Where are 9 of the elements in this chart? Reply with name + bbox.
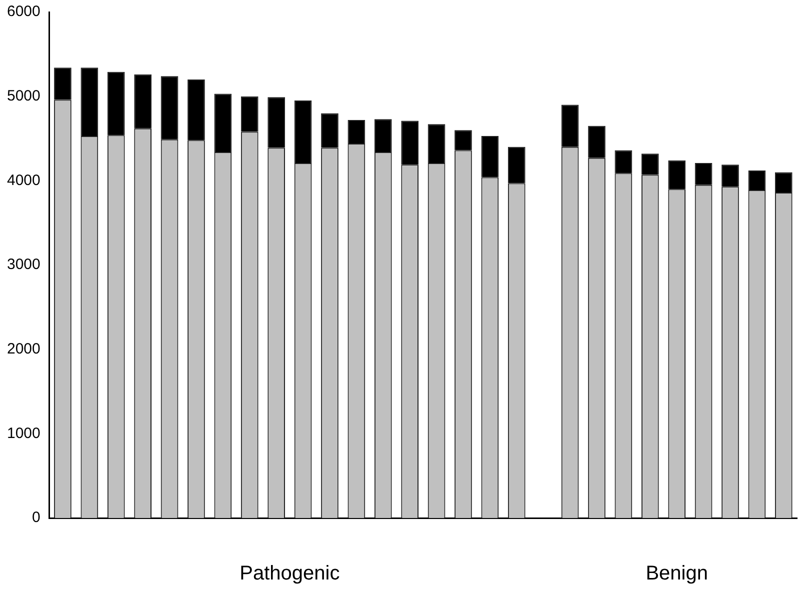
y-tick-label: 3000 <box>6 256 40 274</box>
text: Benign <box>646 562 708 585</box>
text: Pathogenic <box>240 562 340 585</box>
y-tick-label: 4000 <box>6 172 40 189</box>
y-tick-label: 6000 <box>6 3 40 20</box>
y-tick-label: 2000 <box>6 340 40 358</box>
y-tick-label: 5000 <box>6 87 40 104</box>
y-tick-label: 1000 <box>6 424 40 442</box>
y-tick-label: 0 <box>32 509 40 526</box>
